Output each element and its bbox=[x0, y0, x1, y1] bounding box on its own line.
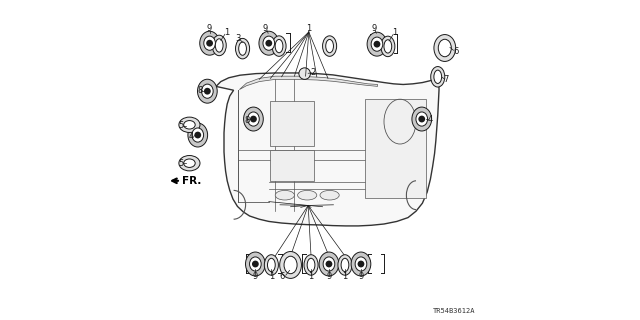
Text: 1: 1 bbox=[225, 28, 230, 37]
Ellipse shape bbox=[268, 258, 275, 272]
Circle shape bbox=[250, 116, 257, 123]
Circle shape bbox=[195, 132, 201, 139]
Polygon shape bbox=[216, 73, 439, 226]
Text: 6: 6 bbox=[280, 272, 285, 281]
Ellipse shape bbox=[326, 39, 333, 53]
Ellipse shape bbox=[179, 156, 200, 171]
Ellipse shape bbox=[275, 190, 294, 200]
Ellipse shape bbox=[320, 190, 339, 200]
Ellipse shape bbox=[304, 255, 318, 275]
Ellipse shape bbox=[264, 255, 278, 275]
Text: 1: 1 bbox=[342, 272, 348, 281]
Ellipse shape bbox=[198, 79, 217, 103]
Circle shape bbox=[326, 260, 332, 268]
Circle shape bbox=[374, 41, 380, 48]
Ellipse shape bbox=[284, 256, 297, 274]
Text: FR.: FR. bbox=[182, 176, 201, 186]
Circle shape bbox=[206, 40, 213, 47]
Ellipse shape bbox=[184, 121, 195, 129]
Text: TR54B3612A: TR54B3612A bbox=[433, 308, 475, 314]
Ellipse shape bbox=[298, 190, 317, 200]
Ellipse shape bbox=[371, 37, 383, 51]
Text: 1: 1 bbox=[306, 24, 312, 33]
Ellipse shape bbox=[179, 117, 200, 132]
Ellipse shape bbox=[272, 36, 286, 56]
Ellipse shape bbox=[215, 39, 223, 52]
Ellipse shape bbox=[188, 123, 207, 147]
Ellipse shape bbox=[384, 40, 392, 53]
FancyBboxPatch shape bbox=[270, 150, 314, 181]
Circle shape bbox=[358, 260, 364, 268]
Text: 9: 9 bbox=[207, 24, 212, 33]
Ellipse shape bbox=[412, 107, 431, 131]
FancyBboxPatch shape bbox=[365, 99, 426, 198]
Ellipse shape bbox=[323, 36, 337, 56]
Text: 5: 5 bbox=[178, 159, 184, 168]
Ellipse shape bbox=[280, 252, 301, 278]
Ellipse shape bbox=[204, 36, 216, 50]
Ellipse shape bbox=[236, 38, 250, 59]
Ellipse shape bbox=[434, 70, 442, 84]
Ellipse shape bbox=[431, 67, 445, 87]
Text: 9: 9 bbox=[263, 24, 268, 33]
Ellipse shape bbox=[248, 112, 259, 126]
Ellipse shape bbox=[367, 32, 387, 56]
Ellipse shape bbox=[275, 39, 283, 53]
Circle shape bbox=[299, 68, 310, 79]
Text: 4: 4 bbox=[189, 132, 194, 141]
Ellipse shape bbox=[250, 257, 261, 271]
Circle shape bbox=[252, 260, 259, 268]
Ellipse shape bbox=[263, 36, 275, 50]
Text: 3: 3 bbox=[235, 34, 241, 43]
Text: 8: 8 bbox=[198, 86, 203, 95]
Ellipse shape bbox=[355, 257, 367, 271]
Text: 1: 1 bbox=[392, 28, 398, 37]
Ellipse shape bbox=[416, 112, 428, 126]
Ellipse shape bbox=[246, 252, 265, 276]
Ellipse shape bbox=[212, 35, 227, 56]
Ellipse shape bbox=[184, 159, 195, 167]
Text: 4: 4 bbox=[427, 115, 433, 124]
Polygon shape bbox=[239, 76, 378, 90]
Text: 6: 6 bbox=[453, 47, 458, 56]
Ellipse shape bbox=[381, 36, 395, 57]
Ellipse shape bbox=[244, 107, 263, 131]
Ellipse shape bbox=[438, 39, 451, 57]
Ellipse shape bbox=[319, 252, 339, 276]
Ellipse shape bbox=[192, 128, 204, 142]
Text: 5: 5 bbox=[178, 121, 184, 130]
Ellipse shape bbox=[351, 252, 371, 276]
Text: 1: 1 bbox=[308, 272, 314, 281]
Text: 9: 9 bbox=[326, 272, 332, 281]
Circle shape bbox=[419, 116, 425, 123]
Ellipse shape bbox=[307, 258, 315, 272]
Text: 1: 1 bbox=[269, 272, 274, 281]
Ellipse shape bbox=[239, 42, 246, 55]
Text: 7: 7 bbox=[444, 75, 449, 84]
FancyBboxPatch shape bbox=[270, 101, 314, 146]
Ellipse shape bbox=[341, 258, 349, 272]
Ellipse shape bbox=[323, 257, 335, 271]
Text: 2: 2 bbox=[310, 68, 316, 77]
Circle shape bbox=[204, 88, 211, 95]
Text: 8: 8 bbox=[244, 116, 250, 124]
Ellipse shape bbox=[434, 35, 456, 61]
Ellipse shape bbox=[200, 31, 220, 55]
Text: 9: 9 bbox=[253, 272, 258, 281]
Ellipse shape bbox=[338, 255, 352, 275]
Text: 9: 9 bbox=[358, 272, 364, 281]
Ellipse shape bbox=[259, 31, 278, 55]
Ellipse shape bbox=[202, 84, 213, 98]
Circle shape bbox=[266, 40, 272, 47]
Text: 9: 9 bbox=[371, 24, 376, 33]
